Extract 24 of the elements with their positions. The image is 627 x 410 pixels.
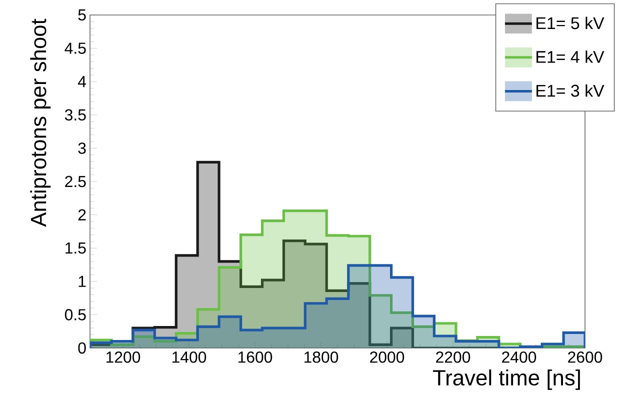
y-tick-label: 0 [78,342,86,354]
legend-label: E1= 5 kV [536,16,604,30]
y-tick-label: 2.5 [65,176,86,188]
y-tick-label: 3.5 [64,109,86,121]
x-tick-label: 1400 [172,352,206,363]
x-tick-label: 1600 [238,352,272,363]
legend-label: E1= 3 kV [536,84,604,97]
y-tick-label: 2 [78,209,86,220]
x-tick-label: 2400 [502,352,536,363]
y-tick-label: 1 [78,276,86,287]
x-tick-label: 1200 [106,352,140,363]
x-tick-label: 2000 [370,352,404,363]
legend-label: E1= 4 kV [536,50,604,63]
x-tick-label: 2600 [568,352,602,363]
y-tick-label: 4.5 [64,42,86,54]
x-tick-label: 1800 [304,352,338,363]
y-tick-label: 4 [78,76,86,88]
y-axis-title: Antiprotons per shoot [30,18,51,227]
x-axis-title: Travel time [ns] [432,369,580,390]
y-tick-label: 1.5 [66,242,86,254]
y-tick-label: 5 [78,9,86,21]
x-tick-label: 2200 [436,352,470,363]
y-tick-label: 3 [78,142,86,154]
y-tick-label: 0.5 [64,309,86,320]
